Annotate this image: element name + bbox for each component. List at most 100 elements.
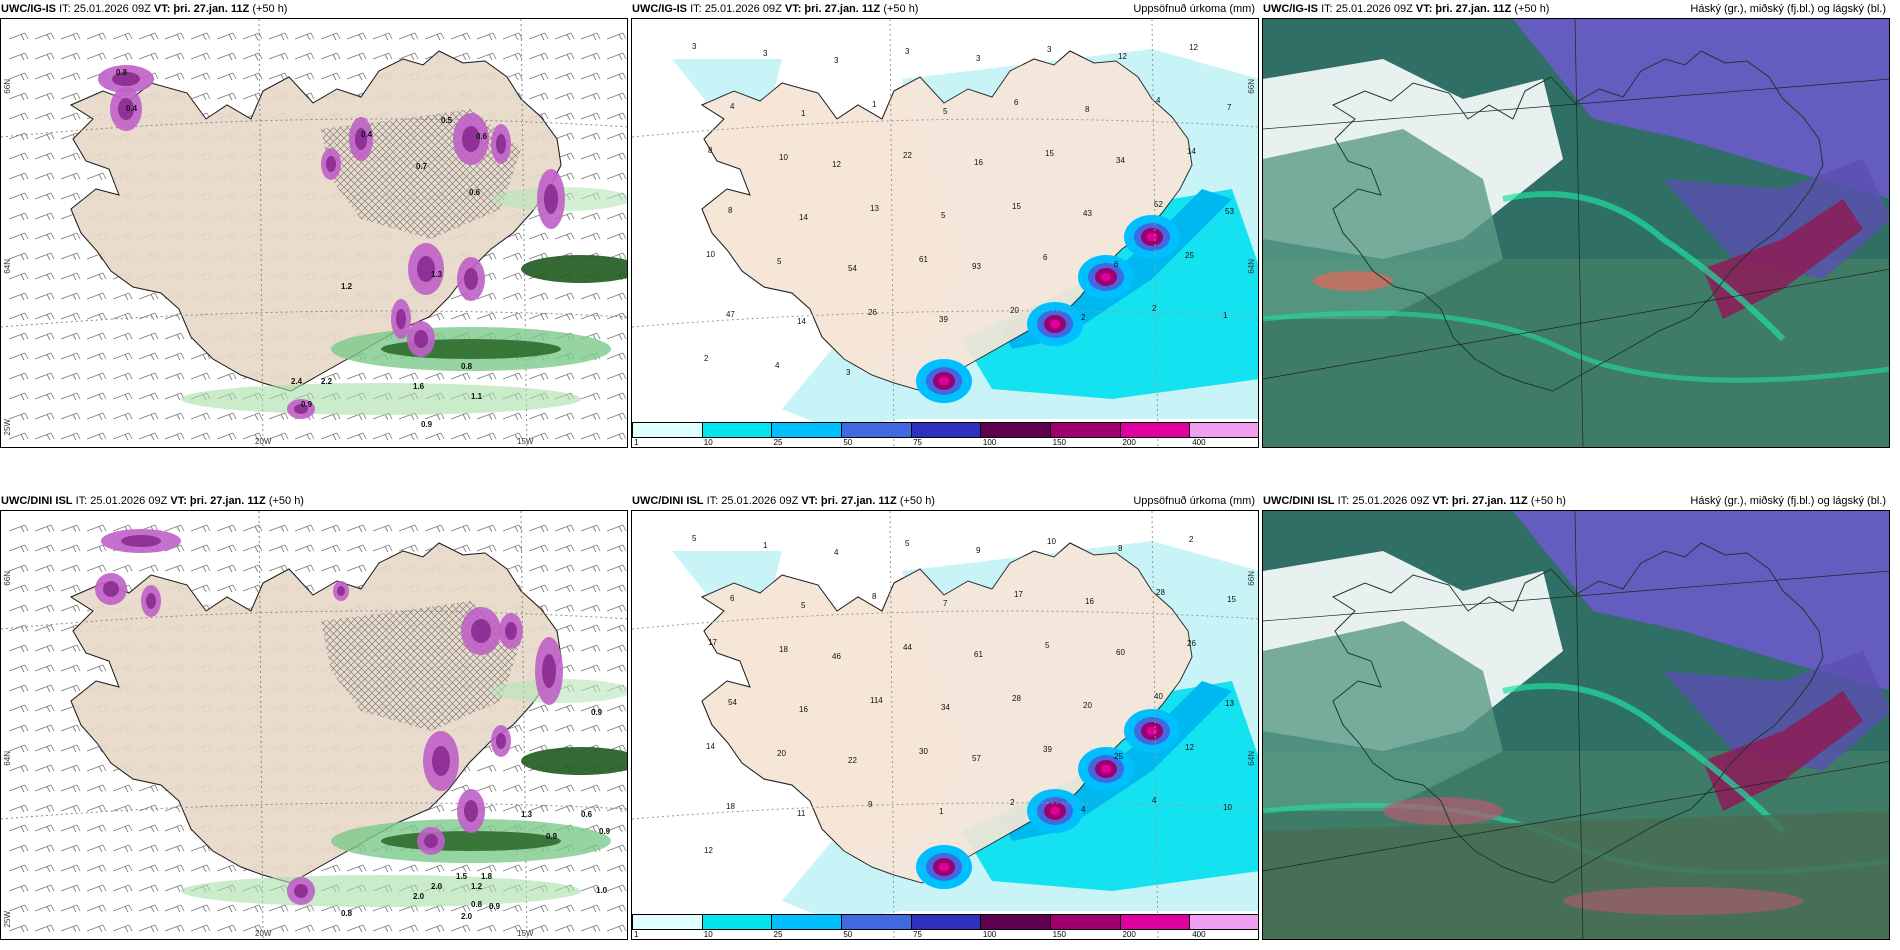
wind-barb [450, 924, 471, 933]
wind-barb [502, 252, 523, 261]
snow-blob-core [496, 733, 506, 749]
lon-label: 20W [255, 929, 272, 938]
wind-barb [86, 824, 107, 833]
wind-barb [60, 804, 81, 813]
wind-barb [580, 412, 601, 421]
wind-barb [502, 864, 523, 873]
snow-blob-core [544, 184, 558, 214]
snow-value: 0.5 [441, 116, 453, 125]
snow-value: 0.8 [471, 900, 483, 909]
graticule-line [1263, 760, 1889, 872]
wind-barb [8, 212, 29, 221]
wind-barb [372, 372, 393, 381]
lat-label: 64N [3, 751, 12, 766]
wind-barb [606, 704, 627, 713]
wind-barb [8, 172, 29, 181]
precip-value: 8 [872, 592, 877, 601]
snow-blob-core [396, 309, 406, 329]
wind-barb [216, 544, 237, 553]
cloud-map[interactable] [1262, 510, 1890, 940]
wind-barb [554, 432, 575, 441]
wind-barb [216, 564, 237, 573]
latitude-line [1, 118, 627, 138]
wind-barb [60, 864, 81, 873]
wind-barb [372, 864, 393, 873]
wind-barb [34, 372, 55, 381]
precip-value: 20 [1083, 701, 1092, 710]
wind-barb [528, 372, 549, 381]
wind-barb [190, 564, 211, 573]
wind-barb [502, 372, 523, 381]
precip-value: 40 [1154, 692, 1163, 701]
wind-barb [554, 704, 575, 713]
precip-value: 61 [919, 255, 928, 264]
wind-barb [294, 924, 315, 933]
precip-value: 6 [1014, 98, 1019, 107]
wind-barb [60, 584, 81, 593]
wind-barb [216, 584, 237, 593]
wind-barb [372, 32, 393, 41]
wind-barb [580, 432, 601, 441]
precip-value: 44 [903, 643, 912, 652]
colorbar-swatch [842, 423, 912, 437]
precip-value: 54 [728, 698, 737, 707]
snow-value: 2.0 [431, 882, 443, 891]
wind-barb [34, 312, 55, 321]
wind-barb [554, 524, 575, 533]
precip-value: 15 [1012, 202, 1021, 211]
colorbar-tick: 25 [773, 930, 783, 939]
precip-value: 60 [1116, 648, 1125, 657]
wind-barb [476, 764, 497, 773]
colorbar-swatch [702, 915, 773, 929]
wind-barb [606, 784, 627, 793]
wind-barb [502, 272, 523, 281]
wind-barb [86, 312, 107, 321]
wind-barb [34, 604, 55, 613]
wind-barb [554, 32, 575, 41]
lat-label: 64N [3, 259, 12, 274]
graticule-line [1263, 268, 1889, 380]
wind-barb [34, 584, 55, 593]
precip-value: 17 [708, 638, 717, 647]
wind-barb [8, 564, 29, 573]
snow-map[interactable]: 0.8 0.4 0.5 0.6 0.4 0.7 0.6 1.3 1.2 0.9 2.4 2.2 1.6 0… [0, 18, 628, 448]
precip-map[interactable]: 5 1 4 5 9 10 8 2 6 5 8 7 17 16 28 15 17 18 46 44 61 5 60 26 54 16… [631, 510, 1259, 940]
wind-barb [398, 544, 419, 553]
precip-core [1050, 807, 1060, 815]
wind-barb [476, 544, 497, 553]
precip-value: 16 [1085, 597, 1094, 606]
wind-barb [112, 392, 133, 401]
wind-barb [606, 92, 627, 101]
precip-value: 12 [1189, 43, 1198, 52]
precip-value: 3 [763, 49, 768, 58]
wind-barb [190, 544, 211, 553]
precip-value: 54 [848, 264, 857, 273]
wind-barb [86, 924, 107, 933]
wind-barb [580, 644, 601, 653]
wind-barb [580, 884, 601, 893]
wind-barb [320, 544, 341, 553]
wind-barb [294, 52, 315, 61]
wind-barb [268, 52, 289, 61]
snow-map[interactable]: 0.9 1.2 2.0 0.8 0.6 1.3 0.9 2.0 1.5 1.8 2.0 0.9 0.8 1… [0, 510, 628, 940]
wind-barb [476, 292, 497, 301]
lon-label: 15W [517, 437, 534, 446]
wind-barb [34, 292, 55, 301]
wind-barb [242, 904, 263, 913]
wind-barb [60, 544, 81, 553]
wind-barb [164, 864, 185, 873]
precip-map[interactable]: 3 3 3 3 3 3 12 12 4 1 1 5 6 8 4 7 8 10 12 22 16 15 34 14 8 14 13 5 1… [631, 18, 1259, 448]
precip-value: 13 [1225, 699, 1234, 708]
wind-barb [86, 372, 107, 381]
wind-barb [190, 584, 211, 593]
wind-barb [424, 432, 445, 441]
precip-value: 7 [1227, 103, 1232, 112]
wind-barb [502, 924, 523, 933]
lat-label: 66N [3, 79, 12, 94]
wind-barb [580, 232, 601, 241]
wind-barb [606, 132, 627, 141]
cloud-map[interactable] [1262, 18, 1890, 448]
wind-barb [112, 884, 133, 893]
wind-barb [138, 844, 159, 853]
precip-value: 12 [1185, 743, 1194, 752]
